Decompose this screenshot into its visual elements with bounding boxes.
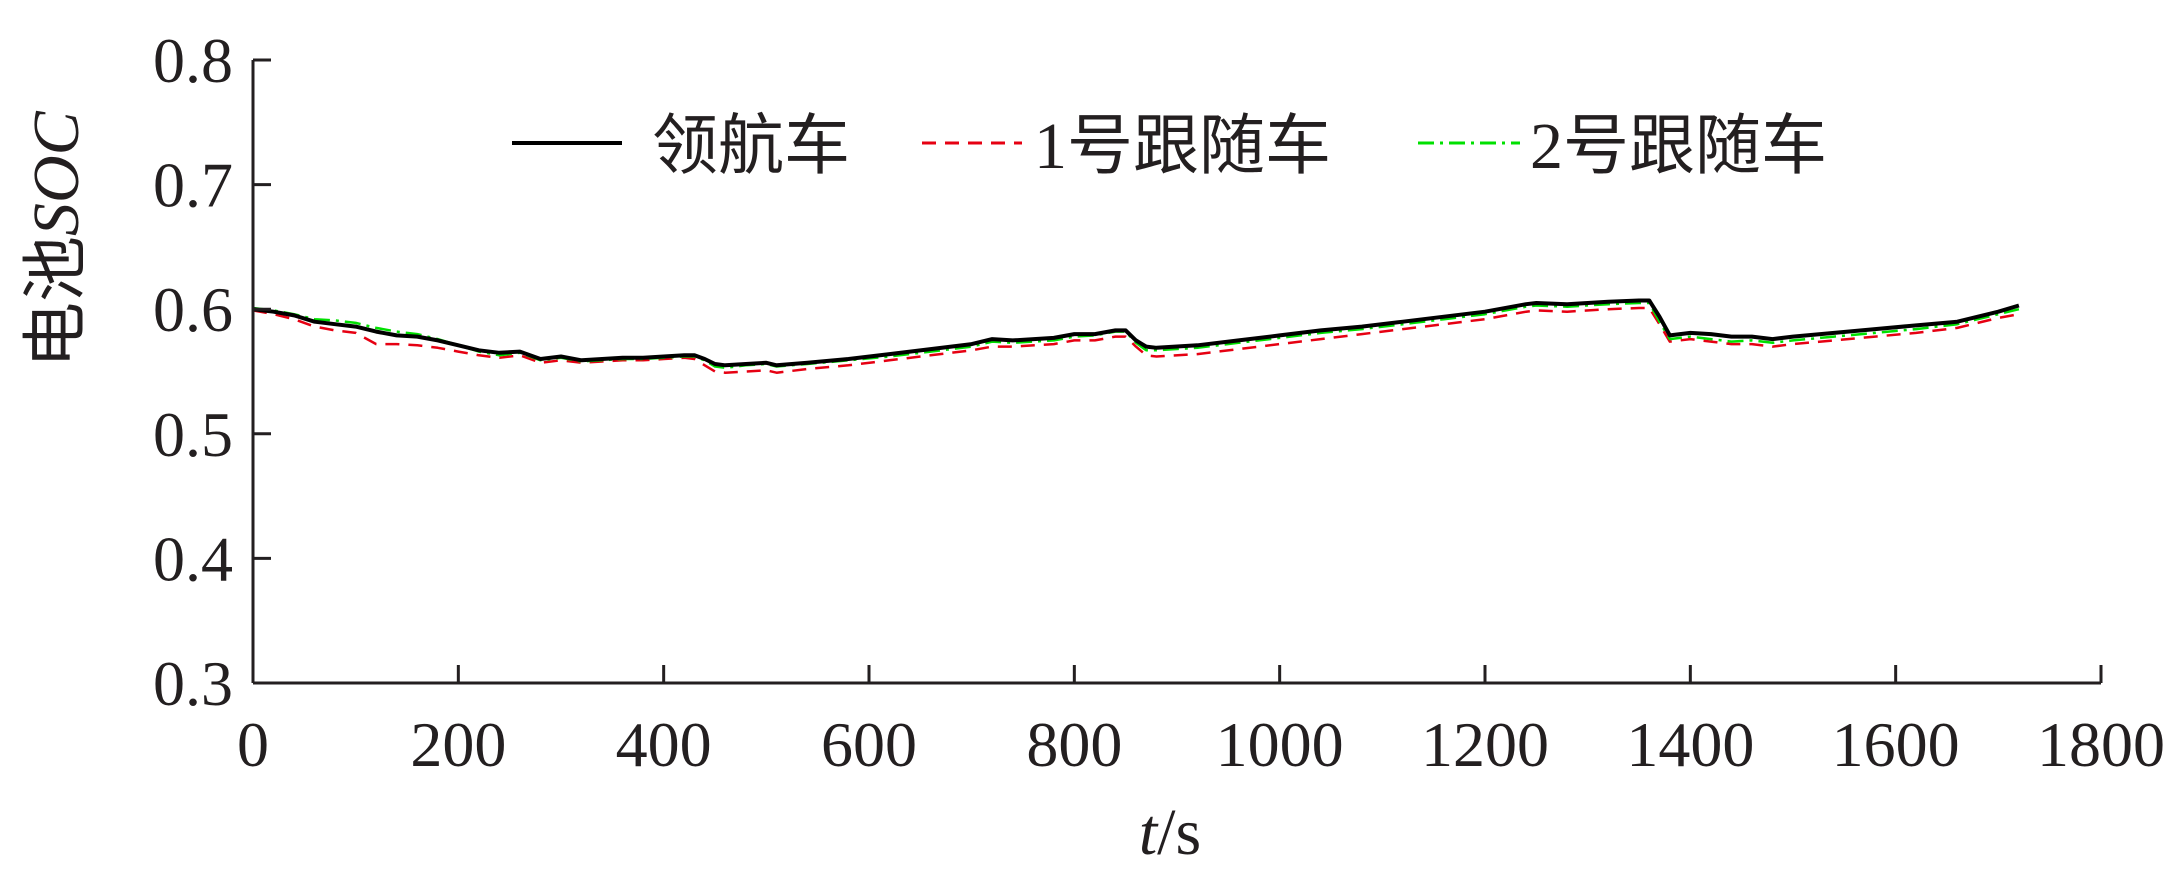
x-axis-label-var: t <box>1139 796 1159 869</box>
y-tick-label: 0.8 <box>153 25 233 96</box>
x-tick-label: 0 <box>237 709 269 780</box>
x-tick-label: 1000 <box>1216 709 1344 780</box>
x-tick-label: 400 <box>616 709 712 780</box>
legend: 领航车 1号跟随车 2号跟随车 <box>512 110 1827 183</box>
plot-lines <box>252 298 2020 374</box>
x-axis-label-unit: /s <box>1157 796 1201 869</box>
x-tick-label: 1600 <box>1832 709 1960 780</box>
x-tick-label: 1400 <box>1626 709 1754 780</box>
y-tick-label: 0.5 <box>153 399 233 470</box>
y-tick-label: 0.6 <box>153 274 233 345</box>
x-ticks: 0 200 400 600 800 1000 1200 1400 1600 1800 <box>237 665 2165 780</box>
x-tick-label: 1200 <box>1421 709 1549 780</box>
x-tick-label: 200 <box>410 709 506 780</box>
y-axis-label-prefix: 电池 <box>20 236 93 368</box>
y-axis-label: 电池SOC <box>20 110 93 368</box>
legend-label-follower-2: 2号跟随车 <box>1530 110 1827 183</box>
y-axis-label-var: SOC <box>20 110 93 236</box>
x-tick-label: 800 <box>1026 709 1122 780</box>
y-tick-label: 0.3 <box>153 648 233 719</box>
y-ticks: 0.3 0.4 0.5 0.6 0.7 0.8 <box>153 25 271 719</box>
legend-label-leader: 领航车 <box>652 110 850 183</box>
x-axis-label: t/s <box>1139 796 1201 869</box>
x-tick-label: 600 <box>821 709 917 780</box>
legend-label-follower-1: 1号跟随车 <box>1034 110 1331 183</box>
axes: 0.3 0.4 0.5 0.6 0.7 0.8 0 200 400 600 800 1000 1200… <box>153 25 2165 780</box>
y-tick-label: 0.4 <box>153 523 233 594</box>
series-line-follower-1 <box>252 306 2020 374</box>
series-line-follower-2 <box>252 301 2020 370</box>
series-line-leader <box>252 298 2020 368</box>
x-tick-label: 1800 <box>2037 709 2165 780</box>
y-tick-label: 0.7 <box>153 150 233 221</box>
